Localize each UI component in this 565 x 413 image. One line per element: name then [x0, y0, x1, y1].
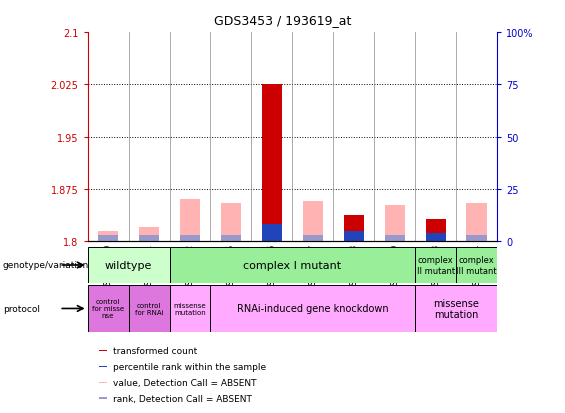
Bar — [457, 248, 497, 283]
Text: value, Detection Call = ABSENT: value, Detection Call = ABSENT — [113, 378, 257, 387]
Text: complex
II mutant: complex II mutant — [417, 256, 455, 275]
Bar — [221, 235, 241, 242]
Bar — [139, 235, 159, 242]
Bar — [98, 231, 118, 242]
Bar — [170, 248, 415, 283]
Text: protocol: protocol — [3, 304, 40, 313]
Text: GDS3453 / 193619_at: GDS3453 / 193619_at — [214, 14, 351, 27]
Bar — [344, 231, 364, 242]
Bar — [425, 219, 446, 242]
Bar — [98, 235, 118, 242]
Bar — [99, 350, 107, 351]
Text: complex I mutant: complex I mutant — [244, 260, 341, 271]
Bar — [303, 201, 323, 242]
Bar — [415, 285, 497, 332]
Bar — [221, 203, 241, 242]
Text: control
for misse
nse: control for misse nse — [92, 299, 124, 319]
Text: control
for RNAi: control for RNAi — [134, 302, 163, 315]
Bar — [262, 85, 282, 242]
Bar — [425, 233, 446, 242]
Bar — [129, 285, 170, 332]
Bar — [385, 205, 405, 242]
Text: transformed count: transformed count — [113, 346, 197, 355]
Text: percentile rank within the sample: percentile rank within the sample — [113, 362, 266, 371]
Bar — [180, 235, 200, 242]
Text: RNAi-induced gene knockdown: RNAi-induced gene knockdown — [237, 304, 389, 314]
Bar — [88, 285, 129, 332]
Bar — [99, 397, 107, 399]
Bar — [467, 203, 487, 242]
Bar — [467, 235, 487, 242]
Bar — [385, 235, 405, 242]
Bar — [88, 248, 170, 283]
Bar — [139, 228, 159, 242]
Bar — [262, 225, 282, 242]
Bar — [344, 216, 364, 242]
Text: wildtype: wildtype — [105, 260, 152, 271]
Text: complex
III mutant: complex III mutant — [457, 256, 497, 275]
Text: rank, Detection Call = ABSENT: rank, Detection Call = ABSENT — [113, 394, 251, 403]
Text: missense
mutation: missense mutation — [433, 298, 479, 320]
Bar — [415, 248, 457, 283]
Bar — [211, 285, 415, 332]
Text: genotype/variation: genotype/variation — [3, 261, 89, 270]
Bar — [303, 235, 323, 242]
Text: missense
mutation: missense mutation — [173, 302, 206, 315]
Bar — [99, 366, 107, 368]
Bar — [170, 285, 210, 332]
Bar — [99, 382, 107, 383]
Bar — [180, 200, 200, 242]
